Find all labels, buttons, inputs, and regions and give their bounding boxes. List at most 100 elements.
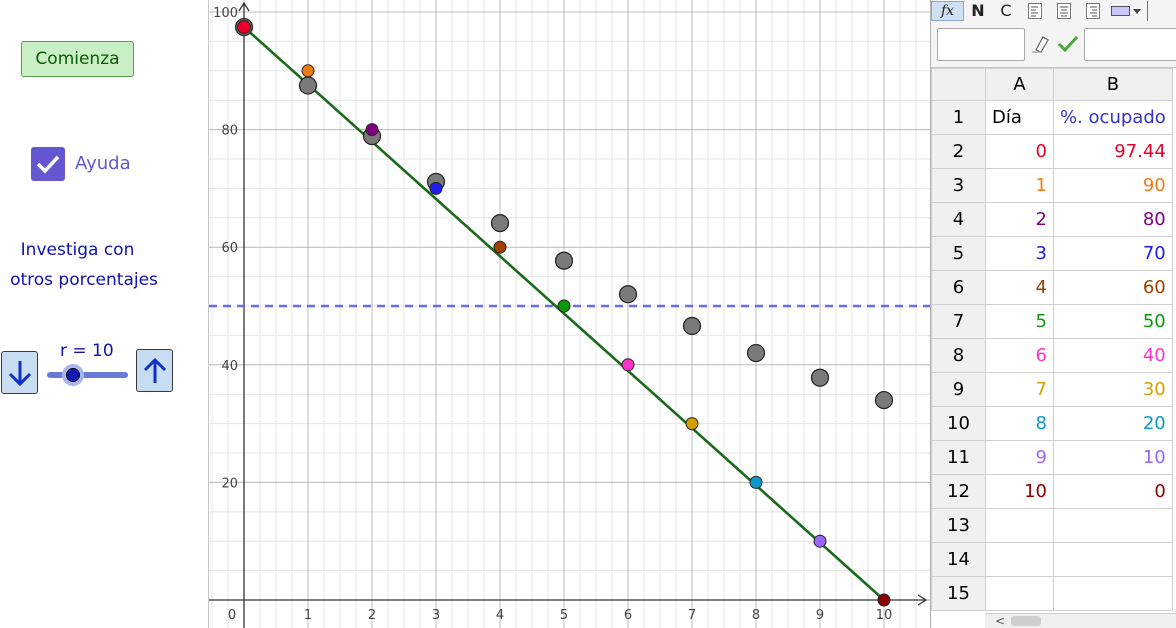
- row-header[interactable]: 14: [931, 542, 986, 577]
- horizontal-scrollbar[interactable]: <: [985, 613, 1176, 628]
- cell[interactable]: [985, 576, 1054, 611]
- align-right-icon[interactable]: [1078, 1, 1107, 21]
- cell[interactable]: [985, 508, 1054, 543]
- row-header[interactable]: 13: [931, 508, 986, 543]
- data-point: [429, 181, 443, 195]
- scroll-thumb[interactable]: [1011, 616, 1041, 626]
- cell[interactable]: [1053, 508, 1173, 543]
- x-tick-label: 2: [368, 608, 376, 623]
- x-tick-label: 9: [816, 608, 824, 623]
- x-tick-label: 8: [752, 608, 760, 623]
- cell[interactable]: 80: [1053, 202, 1173, 237]
- bold-button[interactable]: N: [971, 1, 985, 20]
- formula-input[interactable]: [1084, 28, 1176, 61]
- slider-track[interactable]: [47, 372, 128, 378]
- chart-canvas[interactable]: 0 1 2 3 4 5 6 7 8 9 10 20 40 60 80 100: [209, 0, 931, 628]
- x-tick-label: 1: [304, 608, 312, 623]
- slider-handle[interactable]: [62, 364, 84, 386]
- cell[interactable]: 50: [1053, 304, 1173, 339]
- start-button[interactable]: Comienza: [21, 41, 134, 77]
- cell[interactable]: 8: [985, 406, 1054, 441]
- trend-line: [243, 26, 885, 601]
- row-header[interactable]: 15: [931, 576, 986, 611]
- cell[interactable]: [1053, 576, 1173, 611]
- data-point: [301, 64, 315, 78]
- table-row: 14: [931, 542, 1173, 577]
- cell[interactable]: 10: [1053, 440, 1173, 475]
- increase-button[interactable]: [136, 349, 173, 392]
- row-header[interactable]: 5: [931, 236, 986, 271]
- cell[interactable]: 20: [1053, 406, 1173, 441]
- data-point: [557, 299, 571, 313]
- cell[interactable]: 70: [1053, 236, 1173, 271]
- column-header-a[interactable]: A: [985, 68, 1054, 101]
- row-header[interactable]: 2: [931, 134, 986, 169]
- tick-labels: 0 1 2 3 4 5 6 7 8 9 10 20 40 60 80 100: [213, 6, 892, 623]
- cell[interactable]: 97.44: [1053, 134, 1173, 169]
- cell[interactable]: 5: [985, 304, 1054, 339]
- row-header[interactable]: 12: [931, 474, 986, 509]
- align-left-icon[interactable]: [1020, 1, 1049, 21]
- row-header[interactable]: 8: [931, 338, 986, 373]
- row-header[interactable]: 7: [931, 304, 986, 339]
- decrease-button[interactable]: [1, 351, 38, 394]
- italic-button[interactable]: C: [1000, 1, 1012, 20]
- data-point: [877, 593, 891, 607]
- x-tick-label: 10: [876, 608, 893, 623]
- more-icon[interactable]: [1147, 0, 1157, 21]
- x-tick-label: 4: [496, 608, 504, 623]
- scroll-left-icon[interactable]: <: [995, 614, 1006, 628]
- cell[interactable]: 1: [985, 168, 1054, 203]
- cell[interactable]: 90: [1053, 168, 1173, 203]
- x-axis-arrow: [917, 594, 928, 606]
- y-tick-label: 100: [213, 6, 238, 21]
- cell[interactable]: 4: [985, 270, 1054, 305]
- cell[interactable]: 40: [1053, 338, 1173, 373]
- spreadsheet-grid[interactable]: A B 1 Día%. ocupado 2 0 97.44 3 1 90 4 2 80 5 3 70 6 4 60 7…: [931, 68, 1173, 611]
- cell[interactable]: 3: [985, 236, 1054, 271]
- control-panel: Comienza Ayuda Investiga con otros porce…: [0, 0, 208, 628]
- cell[interactable]: 0: [985, 134, 1054, 169]
- confirm-check-icon[interactable]: [1057, 34, 1079, 54]
- cell[interactable]: [1053, 542, 1173, 577]
- fx-button[interactable]: fx: [931, 0, 964, 21]
- help-checkbox[interactable]: [31, 147, 65, 181]
- table-row: 15: [931, 576, 1173, 611]
- column-header-b[interactable]: B: [1053, 68, 1173, 101]
- fill-color-icon[interactable]: [1107, 1, 1147, 21]
- eraser-icon[interactable]: [1030, 34, 1050, 54]
- y-axis-arrow: [238, 1, 250, 12]
- graphics-view[interactable]: 0 1 2 3 4 5 6 7 8 9 10 20 40 60 80 100: [208, 0, 931, 628]
- corner-cell[interactable]: [931, 68, 986, 101]
- cell[interactable]: 7: [985, 372, 1054, 407]
- cell-reference-field[interactable]: [937, 28, 1025, 61]
- cell[interactable]: 60: [1053, 270, 1173, 305]
- cell[interactable]: 0: [1053, 474, 1173, 509]
- cell[interactable]: 6: [985, 338, 1054, 373]
- row-header[interactable]: 6: [931, 270, 986, 305]
- table-row: 8 6 40: [931, 338, 1173, 373]
- x-tick-label: 3: [432, 608, 440, 623]
- row-header[interactable]: 1: [931, 100, 986, 135]
- series-line: [243, 26, 885, 601]
- x-tick-label: 7: [688, 608, 696, 623]
- cell[interactable]: 30: [1053, 372, 1173, 407]
- investigate-text-line1: Investiga con: [20, 240, 135, 260]
- cell[interactable]: 9: [985, 440, 1054, 475]
- cell[interactable]: 10: [985, 474, 1054, 509]
- data-point: [685, 417, 699, 431]
- table-row: 2 0 97.44: [931, 134, 1173, 169]
- help-label[interactable]: Ayuda: [75, 153, 131, 174]
- y-tick-label: 20: [221, 476, 238, 491]
- row-header[interactable]: 4: [931, 202, 986, 237]
- row-header[interactable]: 3: [931, 168, 986, 203]
- cell[interactable]: Día: [985, 100, 1054, 135]
- row-header[interactable]: 11: [931, 440, 986, 475]
- row-header[interactable]: 9: [931, 372, 986, 407]
- align-center-icon[interactable]: [1049, 1, 1078, 21]
- cell[interactable]: 2: [985, 202, 1054, 237]
- cell[interactable]: %. ocupado: [1053, 100, 1173, 135]
- cell[interactable]: [985, 542, 1054, 577]
- row-header[interactable]: 10: [931, 406, 986, 441]
